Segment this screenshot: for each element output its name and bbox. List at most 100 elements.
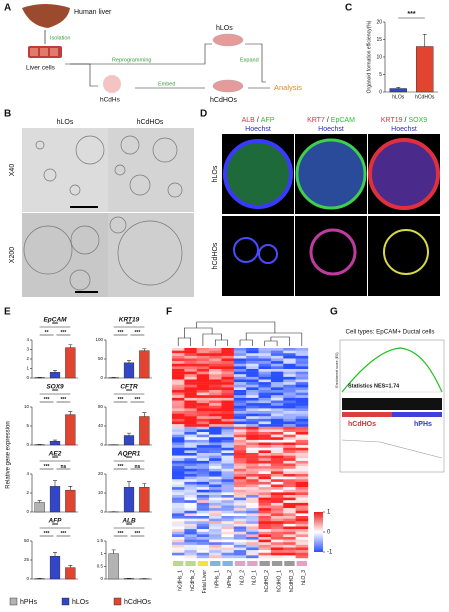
heatmap [172,348,309,559]
heatmap-cell [270,463,284,467]
heatmap-cell [196,408,210,412]
heatmap-cell [270,534,284,538]
heatmap-cell [172,369,185,372]
heatmap-cell [270,411,284,414]
y-tick-label: 0 [26,375,29,380]
heatmap-cell [258,395,272,399]
heatmap-cell [233,355,247,359]
heatmap-cell [270,505,284,509]
bar [139,350,150,379]
significance-label: *** [407,11,415,18]
heatmap-cell [270,384,284,388]
counterstain-label: Hoechst [391,126,417,133]
heatmap-cell [209,408,222,412]
heatmap-cell [295,508,309,511]
heatmap-cell [246,492,259,496]
heatmap-cell [233,447,247,451]
heatmap-cell [258,434,272,438]
stain-name: / [327,117,329,124]
heatmap-cell [283,481,296,485]
heatmap-cell [209,534,222,538]
hcdhs-icon [103,75,121,93]
stain-name: / [405,117,407,124]
heatmap-cell [283,521,296,525]
heatmap-cell [184,484,197,488]
heatmap-cell [196,390,210,393]
chart-title: SOX9 [46,384,64,391]
heatmap-cell [233,395,247,399]
heatmap-cell [233,361,247,364]
heatmap-cell [295,416,309,420]
sample-label: Fetal Liver [202,570,208,594]
heatmap-cell [196,516,210,519]
stain-label: ALB / AFP [242,117,275,124]
heatmap-cell [295,510,309,514]
heatmap-cell [209,447,222,451]
chart-title: AFP [48,518,63,525]
heatmap-cell [184,529,197,532]
heatmap-cell [172,518,185,522]
chart-title: KRT19 [119,317,140,324]
heatmap-cell [233,492,247,496]
heatmap-cell [246,489,259,493]
error-bar [111,549,116,554]
y-tick-label: 40 [98,423,104,428]
heatmap-cell [221,418,235,422]
heatmap-cell [246,429,259,433]
heatmap-cell [209,418,222,422]
heatmap-cell [258,429,272,433]
stain-name: AFP [261,117,275,124]
error-bar [53,552,57,557]
heatmap-cell [270,418,284,422]
heatmap-cell [258,392,272,396]
heatmap-cell [258,555,272,559]
heatmap-cell [221,555,235,559]
heatmap-cell [196,476,210,480]
heatmap-cell [221,408,235,412]
heatmap-cell [246,518,259,522]
heatmap-cell [209,376,222,380]
heatmap-cell [270,361,284,364]
heatmap-cell [233,481,247,485]
heatmap-cell [283,502,296,506]
heatmap-cell [172,513,185,517]
y-tick-label: 0 [100,375,103,380]
heatmap-cell [283,468,296,472]
heatmap-cell [233,458,247,462]
heatmap-cell [209,505,222,509]
heatmap-cell [172,458,185,462]
sample-swatch [234,561,246,566]
heatmap-cell [209,523,222,527]
heatmap-cell [283,552,296,556]
heatmap-cell [184,355,197,359]
heatmap-cell [258,418,272,422]
heatmap-cell [258,484,272,488]
heatmap-cell [258,405,272,409]
heatmap-cell [221,526,235,530]
heatmap-cell [221,495,235,498]
heatmap-cell [221,550,235,553]
heatmap-cell [233,432,247,435]
heatmap-cell [246,432,259,435]
heatmap-cell [221,476,235,480]
sample-label: hCdHO_1 [276,570,282,592]
bar [123,487,135,513]
heatmap-cell [184,374,197,378]
heatmap-cell [196,500,210,504]
heatmap-cell [270,379,284,383]
heatmap-cell [196,521,210,525]
sample-swatch [271,561,283,566]
heatmap-cell [221,395,235,399]
heatmap-cell [221,450,235,454]
panel-letter: G [330,307,338,318]
heatmap-cell [270,424,284,427]
heatmap-cell [295,392,309,396]
heatmap-cell [295,405,309,409]
heatmap-cell [270,500,284,504]
heatmap-cell [233,408,247,412]
heatmap-cell [172,363,185,367]
heatmap-cell [209,492,222,496]
heatmap-cell [283,495,296,498]
heatmap-cell [172,474,185,477]
heatmap-cell [196,413,210,417]
